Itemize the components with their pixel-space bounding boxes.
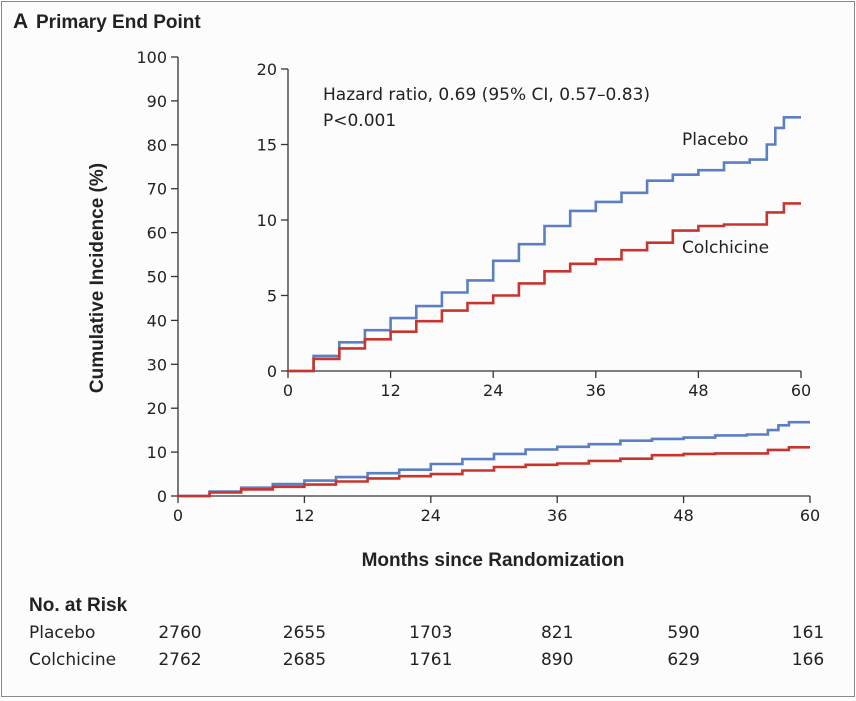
risk-value-placebo: 1703 bbox=[409, 623, 452, 643]
main-y-tick-label: 100 bbox=[136, 48, 167, 67]
risk-value-colchicine: 2762 bbox=[158, 650, 201, 670]
inset-x-tick-label: 36 bbox=[586, 381, 606, 400]
main-x-tick-label: 12 bbox=[294, 506, 314, 525]
x-axis-title: Months since Randomization bbox=[362, 550, 625, 571]
p-value-text: P<0.001 bbox=[323, 111, 396, 131]
main-y-tick-label: 30 bbox=[147, 355, 167, 374]
main-series bbox=[178, 420, 810, 498]
risk-value-colchicine: 629 bbox=[667, 650, 699, 670]
inset-y-tick-label: 10 bbox=[257, 211, 277, 230]
risk-table: No. at Risk Placebo Colchicine 2760 2655 1… bbox=[29, 595, 824, 670]
y-axis-title: Cumulative Incidence (%) bbox=[87, 163, 108, 393]
risk-row-label-colchicine: Colchicine bbox=[29, 650, 116, 670]
risk-value-colchicine: 166 bbox=[792, 650, 824, 670]
inset-y-tick-label: 5 bbox=[267, 287, 277, 306]
main-y-tick-label: 70 bbox=[147, 180, 167, 199]
risk-value-placebo: 2655 bbox=[283, 623, 326, 643]
main-y-tick-label: 0 bbox=[157, 487, 167, 506]
main-y-tick-label: 40 bbox=[147, 311, 167, 330]
main-line-colchicine bbox=[178, 446, 810, 498]
inset-x-tick-label: 12 bbox=[380, 381, 400, 400]
inset-y-tick-label: 0 bbox=[267, 362, 277, 381]
panel-title: Primary End Point bbox=[36, 12, 201, 33]
risk-value-colchicine: 890 bbox=[541, 650, 573, 670]
inset-x-tick-label: 48 bbox=[688, 381, 708, 400]
placebo-series-label: Placebo bbox=[682, 130, 748, 150]
risk-value-colchicine: 2685 bbox=[283, 650, 326, 670]
main-y-tick-label: 20 bbox=[147, 399, 167, 418]
inset-y-tick-label: 20 bbox=[257, 60, 277, 79]
risk-row-label-placebo: Placebo bbox=[29, 623, 95, 643]
panel-label: A bbox=[13, 10, 28, 33]
risk-value-placebo: 590 bbox=[667, 623, 699, 643]
main-y-tick-label: 90 bbox=[147, 92, 167, 111]
main-x-tick-label: 48 bbox=[673, 506, 693, 525]
risk-value-placebo: 821 bbox=[541, 623, 573, 643]
risk-value-placebo: 2760 bbox=[158, 623, 201, 643]
inset-x-tick-label: 0 bbox=[283, 381, 293, 400]
main-y-tick-label: 10 bbox=[147, 443, 167, 462]
inset-x-tick-label: 24 bbox=[483, 381, 503, 400]
main-x-ticks: 0 12 24 36 48 60 bbox=[173, 496, 820, 525]
main-x-tick-label: 0 bbox=[173, 506, 183, 525]
risk-values: 2760 2655 1703 821 590 161 2762 2685 1761 890 629 1… bbox=[158, 623, 824, 670]
inset-series bbox=[288, 116, 801, 373]
main-y-tick-label: 80 bbox=[147, 136, 167, 155]
inset-y-ticks: 0 5 10 15 20 bbox=[257, 60, 288, 381]
risk-value-colchicine: 1761 bbox=[409, 650, 452, 670]
main-x-tick-label: 36 bbox=[547, 506, 567, 525]
main-line-placebo bbox=[178, 420, 810, 498]
risk-table-title: No. at Risk bbox=[29, 595, 128, 616]
risk-value-placebo: 161 bbox=[792, 623, 824, 643]
colchicine-series-label: Colchicine bbox=[682, 238, 769, 258]
inset-chart: 0 5 10 15 20 0 12 24 36 48 60 Hazard ratio, 0.69 … bbox=[257, 60, 812, 400]
main-x-tick-label: 24 bbox=[421, 506, 441, 525]
main-x-tick-label: 60 bbox=[800, 506, 820, 525]
inset-line-placebo bbox=[288, 116, 801, 373]
main-y-ticks: 0 10 20 30 40 50 60 70 80 90 100 bbox=[136, 48, 178, 506]
inset-y-tick-label: 15 bbox=[257, 136, 277, 155]
main-y-tick-label: 50 bbox=[147, 268, 167, 287]
inset-x-ticks: 0 12 24 36 48 60 bbox=[283, 371, 811, 400]
inset-x-tick-label: 60 bbox=[791, 381, 811, 400]
hazard-ratio-text: Hazard ratio, 0.69 (95% CI, 0.57–0.83) bbox=[323, 85, 650, 105]
inset-line-colchicine bbox=[288, 202, 801, 373]
main-y-tick-label: 60 bbox=[147, 224, 167, 243]
